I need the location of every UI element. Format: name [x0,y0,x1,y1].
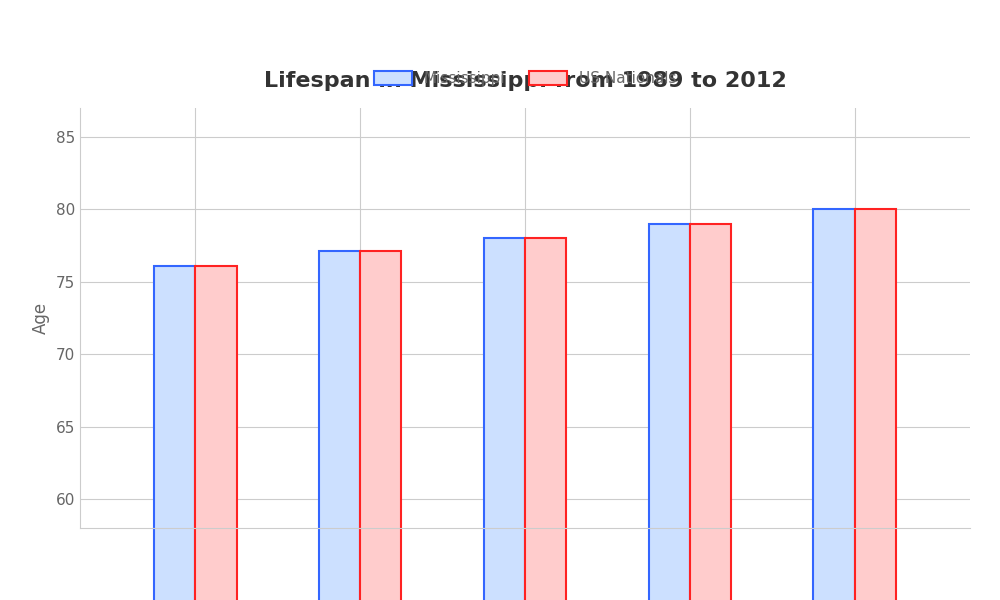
Bar [690,224,731,600]
Y-axis label: Age: Age [32,302,50,334]
Legend: Mississippi, US Nationals: Mississippi, US Nationals [367,65,683,92]
Title: Lifespan in Mississippi from 1989 to 2012: Lifespan in Mississippi from 1989 to 201… [264,71,786,91]
Bar [525,238,566,600]
X-axis label: Year: Year [507,553,543,571]
Bar [360,251,401,600]
Bar [484,238,525,600]
Bar [195,266,237,600]
Bar [813,209,855,600]
Bar [855,209,896,600]
Bar [319,251,360,600]
Bar [154,266,195,600]
Bar [649,224,690,600]
